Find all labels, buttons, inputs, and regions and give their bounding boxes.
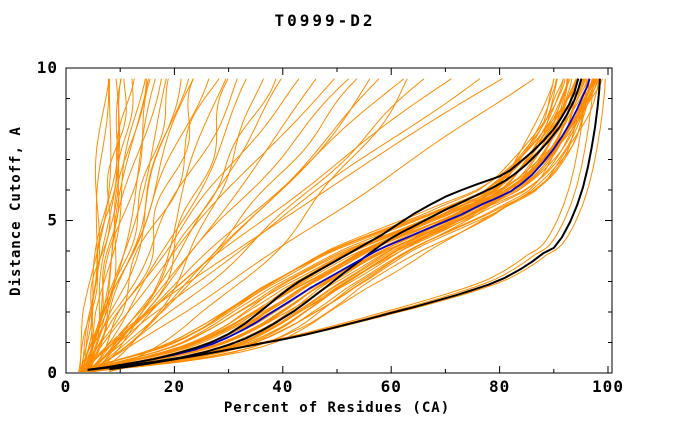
x-tick-label: 80 xyxy=(489,377,510,396)
server-model-curve xyxy=(87,78,182,372)
server-model-curve xyxy=(89,78,535,372)
plot-frame xyxy=(65,67,613,374)
server-model-curve xyxy=(84,78,557,372)
server-model-curve xyxy=(83,78,558,372)
tick-labels: 0 20 40 60 80 100 0 5 10 xyxy=(37,58,624,396)
y-tick-label: 10 xyxy=(37,58,58,77)
y-tick-label: 0 xyxy=(47,363,58,382)
server-model-curve xyxy=(89,78,579,372)
server-model-curve xyxy=(85,78,190,372)
server-model-curve xyxy=(94,78,317,372)
server-model-curve xyxy=(90,78,380,372)
server-model-curve xyxy=(79,78,603,372)
server-model-curve xyxy=(80,78,220,372)
highlight-curves xyxy=(87,78,601,371)
server-model-curve xyxy=(83,78,167,372)
chart-title: T0999-D2 xyxy=(274,11,376,30)
server-model-curve xyxy=(83,78,452,372)
server-model-curve xyxy=(83,78,405,372)
x-tick-label: 60 xyxy=(381,377,402,396)
server-model-curve xyxy=(93,78,595,372)
server-model-curve xyxy=(84,78,210,372)
server-model-curve xyxy=(79,78,122,372)
server-model-curve xyxy=(87,78,599,372)
highlight-black-lower xyxy=(109,78,601,371)
server-model-curve xyxy=(85,78,595,372)
server-model-curve xyxy=(90,78,282,372)
server-model-curve xyxy=(95,78,408,372)
x-tick-label: 20 xyxy=(164,377,185,396)
server-model-curve xyxy=(83,78,110,372)
x-tick-label: 40 xyxy=(272,377,293,396)
server-model-curve xyxy=(87,78,371,372)
server-model-curve xyxy=(88,78,481,372)
y-tick-label: 5 xyxy=(47,211,58,230)
ensemble-curves xyxy=(78,78,606,372)
server-model-curve xyxy=(91,78,596,372)
server-model-curve xyxy=(85,78,598,372)
server-model-curve xyxy=(87,78,555,372)
x-axis-title: Percent of Residues (CA) xyxy=(223,400,451,416)
x-tick-label: 0 xyxy=(61,377,72,396)
highlight-blue xyxy=(87,78,591,371)
highlight-black-upper xyxy=(87,78,580,371)
server-model-curve xyxy=(108,78,587,372)
server-model-curve xyxy=(109,78,594,372)
highlight-black-second xyxy=(87,78,583,371)
server-model-curve xyxy=(84,78,300,372)
server-model-curve xyxy=(84,78,149,372)
server-model-curve xyxy=(89,78,569,372)
server-model-curve xyxy=(78,78,135,372)
server-model-curve xyxy=(83,78,503,372)
server-model-curve xyxy=(81,78,597,372)
server-model-curve xyxy=(86,78,335,372)
x-tick-label: 100 xyxy=(592,377,624,396)
y-axis-title: Distance Cutoff, A xyxy=(8,126,24,296)
server-model-curve xyxy=(79,78,238,372)
server-model-curve xyxy=(92,78,590,372)
server-model-curve xyxy=(88,78,425,372)
server-model-curve xyxy=(82,78,127,372)
server-model-curve xyxy=(81,78,247,372)
